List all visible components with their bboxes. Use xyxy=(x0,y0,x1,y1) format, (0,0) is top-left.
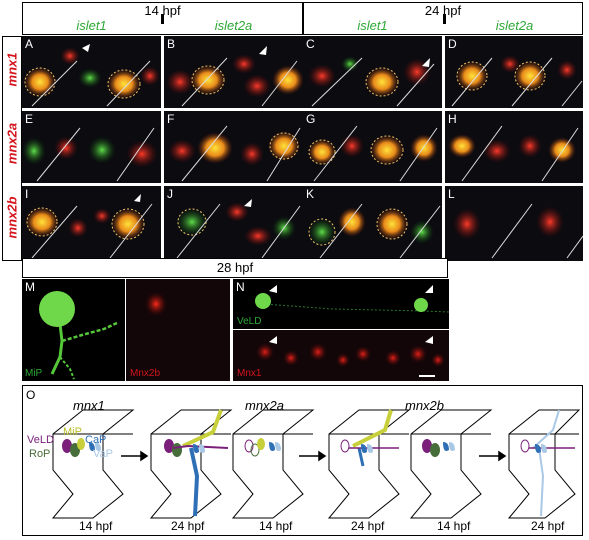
panel-F xyxy=(164,111,303,183)
panel-M-mnx2b: Mnx2b xyxy=(126,279,230,381)
stage-header-28hpf xyxy=(22,258,448,278)
panel-label-I: I xyxy=(25,187,29,201)
panel-label-G: G xyxy=(306,112,316,126)
panel-label-L: L xyxy=(448,187,455,201)
veld-neuron-image xyxy=(255,285,449,313)
somite-outline-1b xyxy=(149,409,233,519)
somite-outline-3a xyxy=(409,409,493,519)
time-label-5: 14 hpf xyxy=(437,519,471,533)
header-divider-left xyxy=(161,14,164,24)
column-label-islet1-14: islet1 xyxy=(76,18,107,33)
panel-E xyxy=(22,111,161,183)
panel-M-mip: M MiP xyxy=(22,279,125,381)
somite-outline-1a xyxy=(51,409,135,519)
panel-A xyxy=(22,36,161,108)
micrograph-grid: A B C D E F G H I J K L xyxy=(22,36,584,261)
panel-label-A: A xyxy=(25,37,34,51)
mnx1-label: Mnx1 xyxy=(237,368,262,379)
panel-label-H: H xyxy=(448,112,457,126)
panel-label-O: O xyxy=(26,388,36,402)
panel-label-J: J xyxy=(167,187,173,201)
time-label-6: 24 hpf xyxy=(531,519,565,533)
panel-J xyxy=(164,186,303,261)
diagram-title-mnx2a: mnx2a xyxy=(245,398,285,413)
diagram-O: O mnx1 mnx2a mnx2b xyxy=(22,385,583,536)
neuron-label-rop: RoP xyxy=(29,448,51,460)
micrograph-grid-svg xyxy=(22,36,584,261)
row-header-box xyxy=(2,36,22,261)
neuron-label-mip: MiP xyxy=(63,426,82,438)
mnx2b-nucleus-image xyxy=(145,292,167,316)
panel-label-D: D xyxy=(448,37,457,51)
time-label-1: 14 hpf xyxy=(79,519,113,533)
neuron-label-cap: CaP xyxy=(85,434,107,446)
time-label-2: 24 hpf xyxy=(171,519,205,533)
panel-K xyxy=(303,186,442,261)
panel-label-E: E xyxy=(25,112,34,126)
somite-outline-3b xyxy=(507,409,581,519)
mip-neuron-image xyxy=(39,291,118,380)
panel-label-M: M xyxy=(25,280,35,294)
panel-D xyxy=(445,36,583,108)
stage-label-28hpf: 28 hpf xyxy=(216,260,254,275)
column-label-islet1-24: islet1 xyxy=(357,18,388,33)
row-label-mnx2b: mnx2b xyxy=(4,196,20,239)
row-label-mnx1: mnx1 xyxy=(4,52,20,87)
panel-label-B: B xyxy=(167,37,176,51)
time-label-3: 14 hpf xyxy=(259,519,293,533)
time-label-4: 24 hpf xyxy=(351,519,385,533)
panel-L xyxy=(445,186,584,261)
panel-N-mnx1: Mnx1 xyxy=(233,330,449,381)
panel-label-C: C xyxy=(306,37,315,51)
header-divider-right xyxy=(443,14,446,24)
column-label-islet2a-24: islet2a xyxy=(495,18,534,33)
diagram-title-mnx1: mnx1 xyxy=(73,398,105,413)
veld-label: VeLD xyxy=(237,316,262,327)
panel-G xyxy=(303,111,442,183)
panel-label-K: K xyxy=(306,187,315,201)
somite-outline-2b xyxy=(327,409,411,519)
panel-label-F: F xyxy=(167,112,175,126)
panel-H xyxy=(445,111,583,183)
stage-label-14hpf: 14 hpf xyxy=(144,3,181,18)
panel-N-veld: N VeLD xyxy=(233,279,449,329)
row-label-mnx2a: mnx2a xyxy=(4,122,20,165)
neuron-label-veld: VeLD xyxy=(27,434,54,446)
somite-outline-2a xyxy=(231,409,315,519)
panel-I xyxy=(22,186,161,261)
panel-label-N: N xyxy=(236,280,245,294)
mnx1-nuclei-image xyxy=(256,336,445,377)
panel-B xyxy=(164,36,304,108)
neuron-label-vap: VaP xyxy=(93,448,113,460)
mnx2b-label: Mnx2b xyxy=(130,368,161,379)
panel-C xyxy=(303,36,442,108)
diagram-title-mnx2b: mnx2b xyxy=(405,398,445,413)
somite-diagram-svg xyxy=(51,409,581,519)
mip-label: MiP xyxy=(25,368,43,379)
column-label-islet2a-14: islet2a xyxy=(214,18,253,33)
stage-label-24hpf: 24 hpf xyxy=(424,3,462,18)
